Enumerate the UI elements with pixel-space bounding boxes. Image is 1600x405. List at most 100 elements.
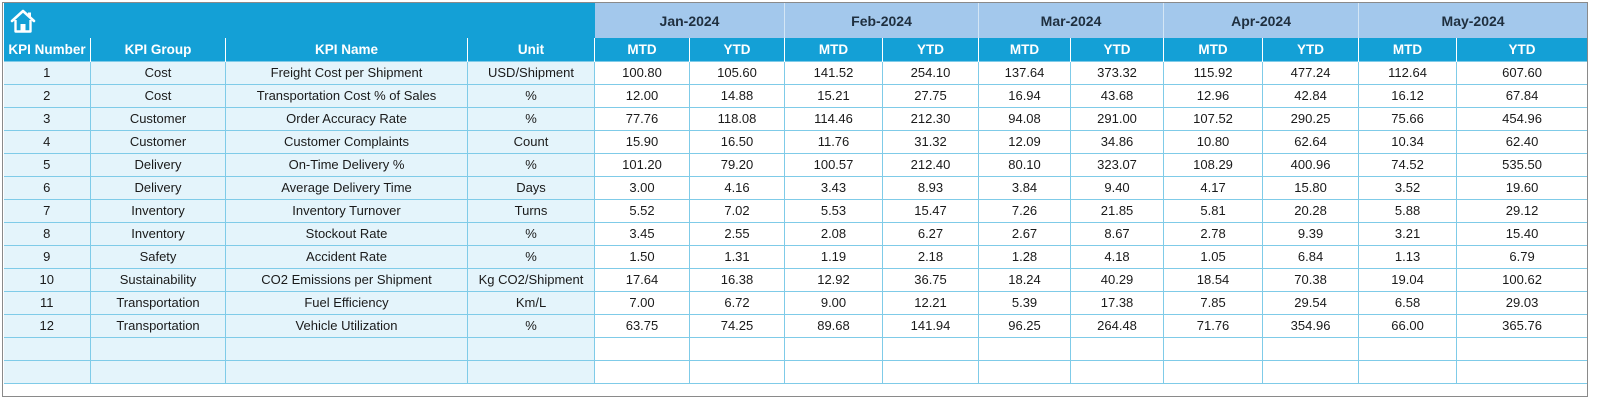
- mtd-value-cell[interactable]: 2.78: [1163, 221, 1264, 246]
- kpi-number-cell[interactable]: 2: [3, 83, 91, 108]
- column-header-mtd[interactable]: MTD: [784, 38, 883, 61]
- mtd-value-cell[interactable]: [978, 336, 1072, 361]
- ytd-value-cell[interactable]: 16.50: [689, 129, 785, 154]
- mtd-value-cell[interactable]: 3.52: [1358, 175, 1458, 200]
- unit-cell[interactable]: Kg CO2/Shipment: [467, 267, 595, 292]
- mtd-value-cell[interactable]: 1.13: [1358, 244, 1458, 269]
- mtd-value-cell[interactable]: [594, 359, 690, 384]
- ytd-value-cell[interactable]: 14.88: [689, 83, 785, 108]
- ytd-value-cell[interactable]: 15.80: [1262, 175, 1360, 200]
- mtd-value-cell[interactable]: 17.64: [594, 267, 690, 292]
- ytd-value-cell[interactable]: 118.08: [689, 106, 785, 131]
- mtd-value-cell[interactable]: 5.88: [1358, 198, 1458, 223]
- kpi-group-cell[interactable]: Sustainability: [90, 267, 226, 292]
- mtd-value-cell[interactable]: 137.64: [978, 60, 1072, 85]
- ytd-value-cell[interactable]: 212.40: [881, 152, 980, 177]
- mtd-value-cell[interactable]: 2.67: [978, 221, 1072, 246]
- ytd-value-cell[interactable]: 42.84: [1262, 83, 1360, 108]
- mtd-value-cell[interactable]: 18.54: [1163, 267, 1264, 292]
- mtd-value-cell[interactable]: 16.12: [1358, 83, 1458, 108]
- mtd-value-cell[interactable]: 18.24: [978, 267, 1072, 292]
- unit-cell[interactable]: %: [467, 244, 595, 269]
- mtd-value-cell[interactable]: 112.64: [1358, 60, 1458, 85]
- ytd-value-cell[interactable]: 105.60: [689, 60, 785, 85]
- ytd-value-cell[interactable]: 454.96: [1456, 106, 1587, 131]
- ytd-value-cell[interactable]: [1262, 359, 1360, 384]
- unit-cell[interactable]: Days: [467, 175, 595, 200]
- mtd-value-cell[interactable]: 7.26: [978, 198, 1072, 223]
- ytd-value-cell[interactable]: 100.62: [1456, 267, 1587, 292]
- mtd-value-cell[interactable]: 11.76: [784, 129, 883, 154]
- ytd-value-cell[interactable]: 6.79: [1456, 244, 1587, 269]
- unit-cell[interactable]: Km/L: [467, 290, 595, 315]
- mtd-value-cell[interactable]: 10.80: [1163, 129, 1264, 154]
- kpi-name-cell[interactable]: Transportation Cost % of Sales: [225, 83, 468, 108]
- kpi-group-cell[interactable]: Delivery: [90, 152, 226, 177]
- mtd-value-cell[interactable]: 4.17: [1163, 175, 1264, 200]
- mtd-value-cell[interactable]: 15.21: [784, 83, 883, 108]
- ytd-value-cell[interactable]: 62.64: [1262, 129, 1360, 154]
- mtd-value-cell[interactable]: 1.19: [784, 244, 883, 269]
- column-header-ytd[interactable]: YTD: [1456, 38, 1587, 61]
- ytd-value-cell[interactable]: 36.75: [881, 267, 980, 292]
- mtd-value-cell[interactable]: 15.90: [594, 129, 690, 154]
- kpi-number-cell[interactable]: 12: [3, 313, 91, 338]
- kpi-group-cell[interactable]: Transportation: [90, 290, 226, 315]
- mtd-value-cell[interactable]: 141.52: [784, 60, 883, 85]
- unit-cell[interactable]: %: [467, 313, 595, 338]
- column-header-ytd[interactable]: YTD: [1262, 38, 1360, 61]
- mtd-value-cell[interactable]: 89.68: [784, 313, 883, 338]
- mtd-value-cell[interactable]: [1163, 336, 1264, 361]
- ytd-value-cell[interactable]: 67.84: [1456, 83, 1587, 108]
- kpi-group-cell[interactable]: Transportation: [90, 313, 226, 338]
- kpi-name-cell[interactable]: Vehicle Utilization: [225, 313, 468, 338]
- ytd-value-cell[interactable]: 27.75: [881, 83, 980, 108]
- kpi-group-cell[interactable]: Cost: [90, 83, 226, 108]
- kpi-number-cell[interactable]: 5: [3, 152, 91, 177]
- ytd-value-cell[interactable]: 365.76: [1456, 313, 1587, 338]
- mtd-value-cell[interactable]: 12.09: [978, 129, 1072, 154]
- ytd-value-cell[interactable]: 400.96: [1262, 152, 1360, 177]
- mtd-value-cell[interactable]: 114.46: [784, 106, 883, 131]
- mtd-value-cell[interactable]: 108.29: [1163, 152, 1264, 177]
- mtd-value-cell[interactable]: 100.80: [594, 60, 690, 85]
- unit-cell[interactable]: USD/Shipment: [467, 60, 595, 85]
- ytd-value-cell[interactable]: 4.16: [689, 175, 785, 200]
- column-header-mtd[interactable]: MTD: [1163, 38, 1264, 61]
- ytd-value-cell[interactable]: 607.60: [1456, 60, 1587, 85]
- ytd-value-cell[interactable]: 34.86: [1070, 129, 1165, 154]
- kpi-group-cell[interactable]: Customer: [90, 106, 226, 131]
- kpi-number-cell[interactable]: 3: [3, 106, 91, 131]
- mtd-value-cell[interactable]: 3.43: [784, 175, 883, 200]
- ytd-value-cell[interactable]: 16.38: [689, 267, 785, 292]
- mtd-value-cell[interactable]: 19.04: [1358, 267, 1458, 292]
- mtd-value-cell[interactable]: 94.08: [978, 106, 1072, 131]
- mtd-value-cell[interactable]: [1163, 359, 1264, 384]
- kpi-number-cell[interactable]: 9: [3, 244, 91, 269]
- unit-cell[interactable]: [467, 359, 595, 384]
- mtd-value-cell[interactable]: 12.00: [594, 83, 690, 108]
- mtd-value-cell[interactable]: 7.85: [1163, 290, 1264, 315]
- column-header-unit[interactable]: Unit: [467, 38, 595, 61]
- mtd-value-cell[interactable]: 5.81: [1163, 198, 1264, 223]
- mtd-value-cell[interactable]: 10.34: [1358, 129, 1458, 154]
- ytd-value-cell[interactable]: [881, 359, 980, 384]
- unit-cell[interactable]: [467, 336, 595, 361]
- ytd-value-cell[interactable]: 354.96: [1262, 313, 1360, 338]
- kpi-group-cell[interactable]: Cost: [90, 60, 226, 85]
- ytd-value-cell[interactable]: [1070, 359, 1165, 384]
- ytd-value-cell[interactable]: 70.38: [1262, 267, 1360, 292]
- ytd-value-cell[interactable]: 29.12: [1456, 198, 1587, 223]
- mtd-value-cell[interactable]: 16.94: [978, 83, 1072, 108]
- mtd-value-cell[interactable]: 5.53: [784, 198, 883, 223]
- kpi-group-cell[interactable]: [90, 359, 226, 384]
- home-icon[interactable]: [9, 8, 37, 34]
- kpi-name-cell[interactable]: Stockout Rate: [225, 221, 468, 246]
- ytd-value-cell[interactable]: 62.40: [1456, 129, 1587, 154]
- kpi-name-cell[interactable]: Order Accuracy Rate: [225, 106, 468, 131]
- unit-cell[interactable]: %: [467, 106, 595, 131]
- kpi-group-cell[interactable]: Safety: [90, 244, 226, 269]
- mtd-value-cell[interactable]: 7.00: [594, 290, 690, 315]
- mtd-value-cell[interactable]: 2.08: [784, 221, 883, 246]
- ytd-value-cell[interactable]: [689, 359, 785, 384]
